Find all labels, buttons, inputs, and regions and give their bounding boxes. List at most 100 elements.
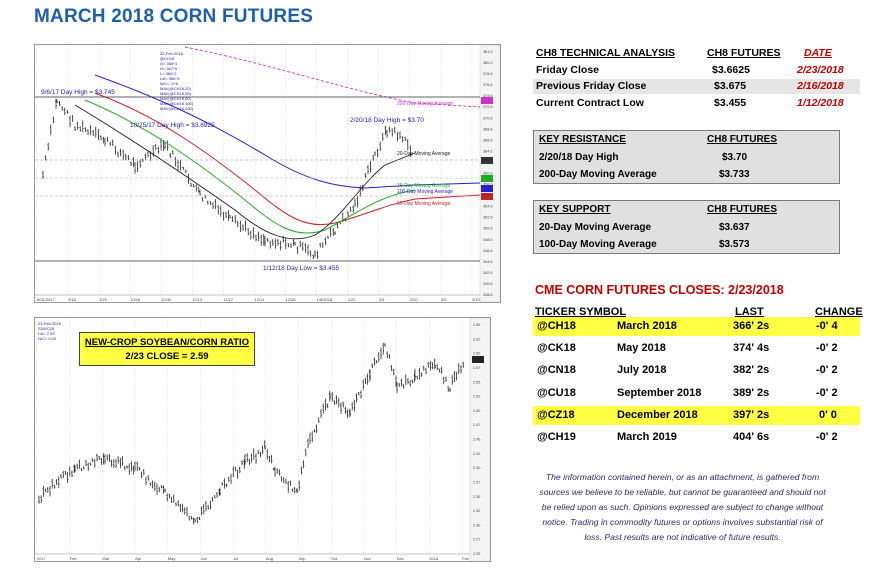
y-tick-label: 2.40 [473,466,480,470]
ma-100-line [94,74,481,189]
legend-line: MAV(@CH18,20) [160,86,192,91]
price-chart: 381.0 380.0 378.6 376.6 374.6 372.6 370.6 368.6… [34,44,501,303]
legend-line: MAV(@CH18,35) [160,91,192,96]
y-tick-label: 374.6 [483,94,493,98]
closes-row: @CH19 March 2019 404' 6s -0' 2 [537,431,838,443]
x-tick-label: Jul [233,556,238,561]
x-tick-label: 2018 [429,556,439,561]
y-tick-label: 370.6 [483,116,493,120]
y-tick-label: 346.6 [483,249,493,253]
y-tick-label: 2.27 [473,538,480,542]
resistance-row-label: 200-Day Moving Average [539,169,657,180]
annotation-high-0906: 9/6/17 Day High = $3.745 [41,89,115,96]
legend-line: N/C= 0.00 [38,336,57,341]
y-tick-label: 2.65 [473,323,480,327]
x-tick-label: Oct [331,556,338,561]
resistance-row-value: $3.70 [722,152,748,163]
closes-row: @CK18 May 2018 374' 4s -0' 2 [537,342,838,354]
y-tick-label: 2.32 [473,509,480,513]
y-tick-label: 360.6 [483,172,493,176]
price-bars [42,98,412,260]
y-tick-label: 381.0 [483,50,493,54]
x-tick-label: May [168,556,176,561]
x-tick-label: 11/13 [192,297,202,302]
y-tick-label: 2.30 [473,523,480,527]
closes-row: @CN18 July 2018 382' 2s -0' 2 [537,364,838,376]
closes-hdr-change: CHANGE [815,306,863,318]
label-ma35: 35-Day Moving Average [397,183,450,189]
legend-line: MAV(@CH18,200) [160,106,194,111]
technical-row: Current Contract Low $3.455 1/12/2018 [536,97,844,109]
closes-title: CME CORN FUTURES CLOSES: 2/23/2018 [535,283,784,297]
ratio-label-title: NEW-CROP SOYBEAN/CORN RATIO [84,337,250,348]
ratio-chart: 2.65 2.62 2.60 2.57 2.55 2.52 2.50 2.47 2.45 2.42… [34,317,491,562]
legend-line: N/C= -0^6 [160,81,179,86]
legend-line: @CH18 [160,56,175,61]
x-tick-label: 1/22 [348,297,357,302]
x-tick-label: Sep [299,556,307,561]
disclaimer-text: The information contained herein, or as … [539,472,826,542]
y-tick-label: 2.42 [473,452,480,456]
legend-line: 22-Feb-2018 [160,51,184,56]
y-tick-label: 350.6 [483,227,493,231]
x-tick-label: 12/11 [255,297,265,302]
support-header: KEY SUPPORT [539,204,611,215]
price-chart-svg: 381.0 380.0 378.6 376.6 374.6 372.6 370.6 368.6… [35,45,500,302]
y-tick-label: 342.6 [483,271,493,275]
ma-50-line [94,92,481,226]
y-tick-label: 378.6 [483,72,493,76]
x-tick-label: Nov [364,556,371,561]
x-tick-label: 3/5 [441,297,447,302]
x-tick-label: Feb [70,556,78,561]
closes-row: @CU18 September 2018 389' 2s -0' 2 [537,387,838,399]
ma-20-line [74,104,416,240]
technical-analysis-table: CH8 TECHNICAL ANALYSIS CH8 FUTURES DATE … [533,46,860,114]
legend-line: L= 366^2 [160,71,177,76]
x-tick-label: 9/18 [68,297,77,302]
y-tick-label: 356.6 [483,194,493,198]
y-tick-label: 366.6 [483,138,493,142]
x-tick-label: 11/27 [223,297,233,302]
y-tick-label: 358.6 [483,183,493,187]
page-title: MARCH 2018 CORN FUTURES [34,6,314,27]
ma-35-line [84,99,416,234]
x-tick-label: Dec [397,556,404,561]
y-tick-label: 2.55 [473,380,480,384]
label-ma50: 50-Day Moving Average [397,201,450,207]
technical-row: Previous Friday Close $3.675 2/16/2018 [533,79,860,94]
resistance-header: KEY RESISTANCE [539,134,626,145]
ratio-label-close: 2/23 CLOSE = 2.59 [125,351,209,362]
support-row-value: $3.573 [719,239,750,250]
y-tick-label: 2.47 [473,423,480,427]
annotation-low-0112: 1/12/18 Day Low = $3.455 [263,265,339,272]
x-tick-label: Mar [102,556,110,561]
technical-header: CH8 TECHNICAL ANALYSIS [536,47,676,59]
x-tick-label: Aug [266,556,273,561]
x-tick-label: 10/2 [99,297,108,302]
resistance-col: CH8 FUTURES [707,134,778,145]
closes-hdr-last: LAST [735,306,764,318]
y-tick-label: 372.6 [483,105,493,109]
annotation-high-0220: 2/20/18 Day High = $3.70 [350,117,424,124]
annotation-high-1025: 10/25/17 Day High = $3.6925 [130,122,215,129]
y-tick-label: 344.6 [483,260,493,264]
support-row-value: $3.637 [719,222,750,233]
y-tick-label: 2.57 [473,366,480,370]
ma-200-line [184,46,481,108]
x-tick-label: 1/8/2018 [317,297,333,302]
y-tick-label: 352.6 [483,216,493,220]
legend-line: Lst= 2.59 [38,331,55,336]
technical-col-futures: CH8 FUTURES [707,47,781,59]
ratio-label-box: NEW-CROP SOYBEAN/CORN RATIO 2/23 CLOSE =… [79,332,255,366]
x-tick-label: 12/26 [286,297,297,302]
x-tick-label: Apr [135,556,142,561]
x-tick-label: 3/19 [472,297,481,302]
resistance-row-label: 2/20/18 Day High [539,152,619,163]
y-tick-label: 2.25 [473,552,480,556]
y-tick-label: 2.60 [473,352,480,356]
y-tick-label: 2.52 [473,395,480,399]
closes-row: @CH18 March 2018 366' 2s -0' 4 [533,317,860,336]
x-tick-label: 2017 [37,556,47,561]
x-tick-label: Feb [462,556,470,561]
closes-row: @CZ18 December 2018 397' 2s 0' 0 [533,406,860,425]
